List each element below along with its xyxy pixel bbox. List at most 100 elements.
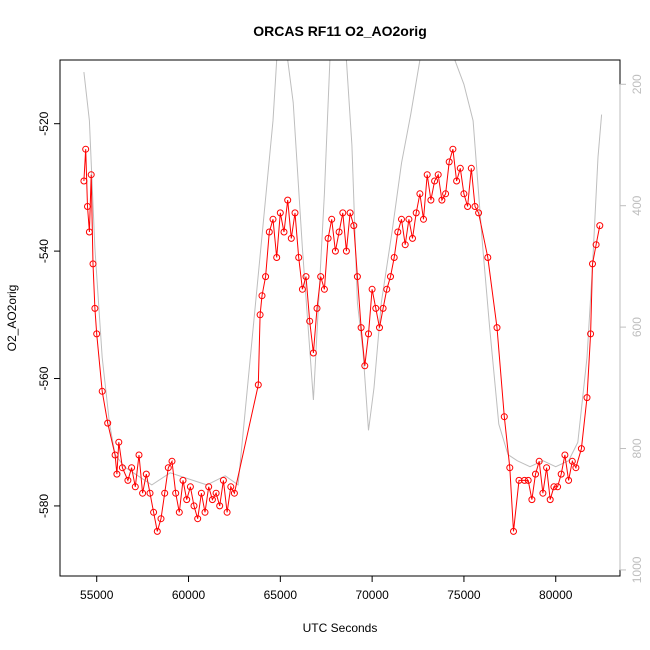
data-point bbox=[223, 508, 231, 516]
data-point bbox=[135, 451, 143, 459]
x-tick-label: 80000 bbox=[539, 588, 573, 602]
y-axis: -520 -540 -560 -580 bbox=[37, 111, 60, 518]
data-point bbox=[89, 260, 97, 268]
data-point bbox=[175, 508, 183, 516]
data-point bbox=[227, 483, 235, 491]
data-point bbox=[324, 234, 332, 242]
x-axis: 55000 60000 65000 70000 75000 80000 bbox=[80, 576, 573, 602]
x-axis-label: UTC Seconds bbox=[303, 621, 378, 635]
data-point bbox=[449, 145, 457, 153]
data-point bbox=[194, 515, 202, 523]
data-point bbox=[390, 254, 398, 261]
data-point bbox=[306, 317, 314, 325]
data-point bbox=[131, 483, 139, 491]
data-point bbox=[350, 222, 358, 230]
y2-tick-label: 800 bbox=[630, 438, 644, 458]
data-point bbox=[587, 330, 595, 338]
data-point bbox=[172, 489, 180, 497]
y-tick-label: -560 bbox=[37, 366, 51, 390]
data-point bbox=[142, 470, 150, 478]
data-point bbox=[254, 381, 262, 389]
data-point bbox=[405, 215, 413, 223]
data-point bbox=[320, 285, 328, 293]
data-point bbox=[328, 215, 336, 223]
data-point bbox=[434, 171, 442, 179]
data-point bbox=[256, 311, 264, 319]
data-point bbox=[87, 171, 95, 179]
data-point bbox=[568, 457, 576, 465]
data-point bbox=[416, 190, 424, 198]
x-tick-label: 60000 bbox=[172, 588, 206, 602]
data-point bbox=[276, 209, 284, 217]
data-point bbox=[572, 464, 580, 472]
data-point bbox=[91, 304, 99, 312]
data-point bbox=[84, 203, 91, 210]
data-point bbox=[460, 190, 468, 198]
data-point bbox=[412, 209, 420, 217]
data-point bbox=[596, 222, 604, 230]
data-point bbox=[379, 304, 387, 312]
data-point bbox=[372, 304, 380, 312]
data-point bbox=[361, 362, 369, 370]
data-point bbox=[230, 489, 238, 497]
data-point bbox=[528, 496, 536, 504]
data-point bbox=[80, 177, 88, 185]
data-point bbox=[532, 470, 539, 478]
data-point bbox=[376, 324, 383, 332]
data-point bbox=[589, 260, 596, 268]
data-point bbox=[524, 476, 532, 484]
data-point bbox=[124, 476, 132, 484]
data-point bbox=[456, 164, 464, 172]
data-point bbox=[471, 203, 479, 210]
data-point bbox=[139, 489, 147, 497]
data-point bbox=[335, 228, 343, 236]
data-point bbox=[401, 241, 409, 249]
data-point bbox=[398, 215, 405, 223]
y2-axis: 200 400 600 800 1000 bbox=[619, 74, 644, 583]
y2-tick-label: 200 bbox=[630, 74, 644, 94]
data-point bbox=[291, 209, 299, 217]
data-point bbox=[118, 464, 126, 472]
data-point bbox=[464, 203, 472, 210]
data-point bbox=[111, 451, 119, 459]
data-point bbox=[302, 273, 310, 281]
data-point bbox=[431, 177, 439, 185]
data-point bbox=[201, 508, 209, 516]
y-tick-label: -520 bbox=[37, 111, 51, 135]
data-point bbox=[500, 413, 508, 421]
data-point bbox=[467, 164, 475, 172]
data-point bbox=[420, 215, 427, 223]
data-point bbox=[506, 464, 514, 472]
y-tick-label: -580 bbox=[37, 494, 51, 518]
data-point bbox=[183, 496, 191, 504]
data-point bbox=[295, 254, 303, 261]
data-point bbox=[313, 304, 321, 312]
data-point bbox=[298, 285, 306, 293]
data-point bbox=[113, 470, 121, 478]
x-tick-label: 55000 bbox=[80, 588, 114, 602]
data-point bbox=[583, 394, 591, 402]
data-point bbox=[197, 489, 205, 497]
y2-tick-label: 400 bbox=[630, 195, 644, 215]
data-point bbox=[157, 515, 165, 523]
data-point bbox=[442, 190, 450, 198]
data-point bbox=[394, 228, 402, 236]
chart-title: ORCAS RF11 O2_AO2orig bbox=[253, 23, 427, 39]
y-axis-label: O2_AO2orig bbox=[5, 285, 19, 352]
data-point bbox=[212, 489, 220, 497]
data-point bbox=[339, 209, 347, 217]
data-point bbox=[557, 470, 565, 478]
data-point bbox=[179, 476, 187, 484]
data-point bbox=[161, 489, 169, 497]
data-point bbox=[409, 234, 416, 242]
data-point bbox=[368, 285, 376, 293]
data-point bbox=[427, 196, 435, 204]
data-point bbox=[205, 483, 213, 491]
data-point bbox=[190, 502, 198, 510]
data-point bbox=[561, 451, 569, 459]
data-point bbox=[445, 158, 453, 166]
data-point bbox=[346, 209, 354, 217]
data-point bbox=[539, 489, 547, 497]
data-point bbox=[287, 234, 295, 242]
data-point bbox=[280, 228, 288, 236]
